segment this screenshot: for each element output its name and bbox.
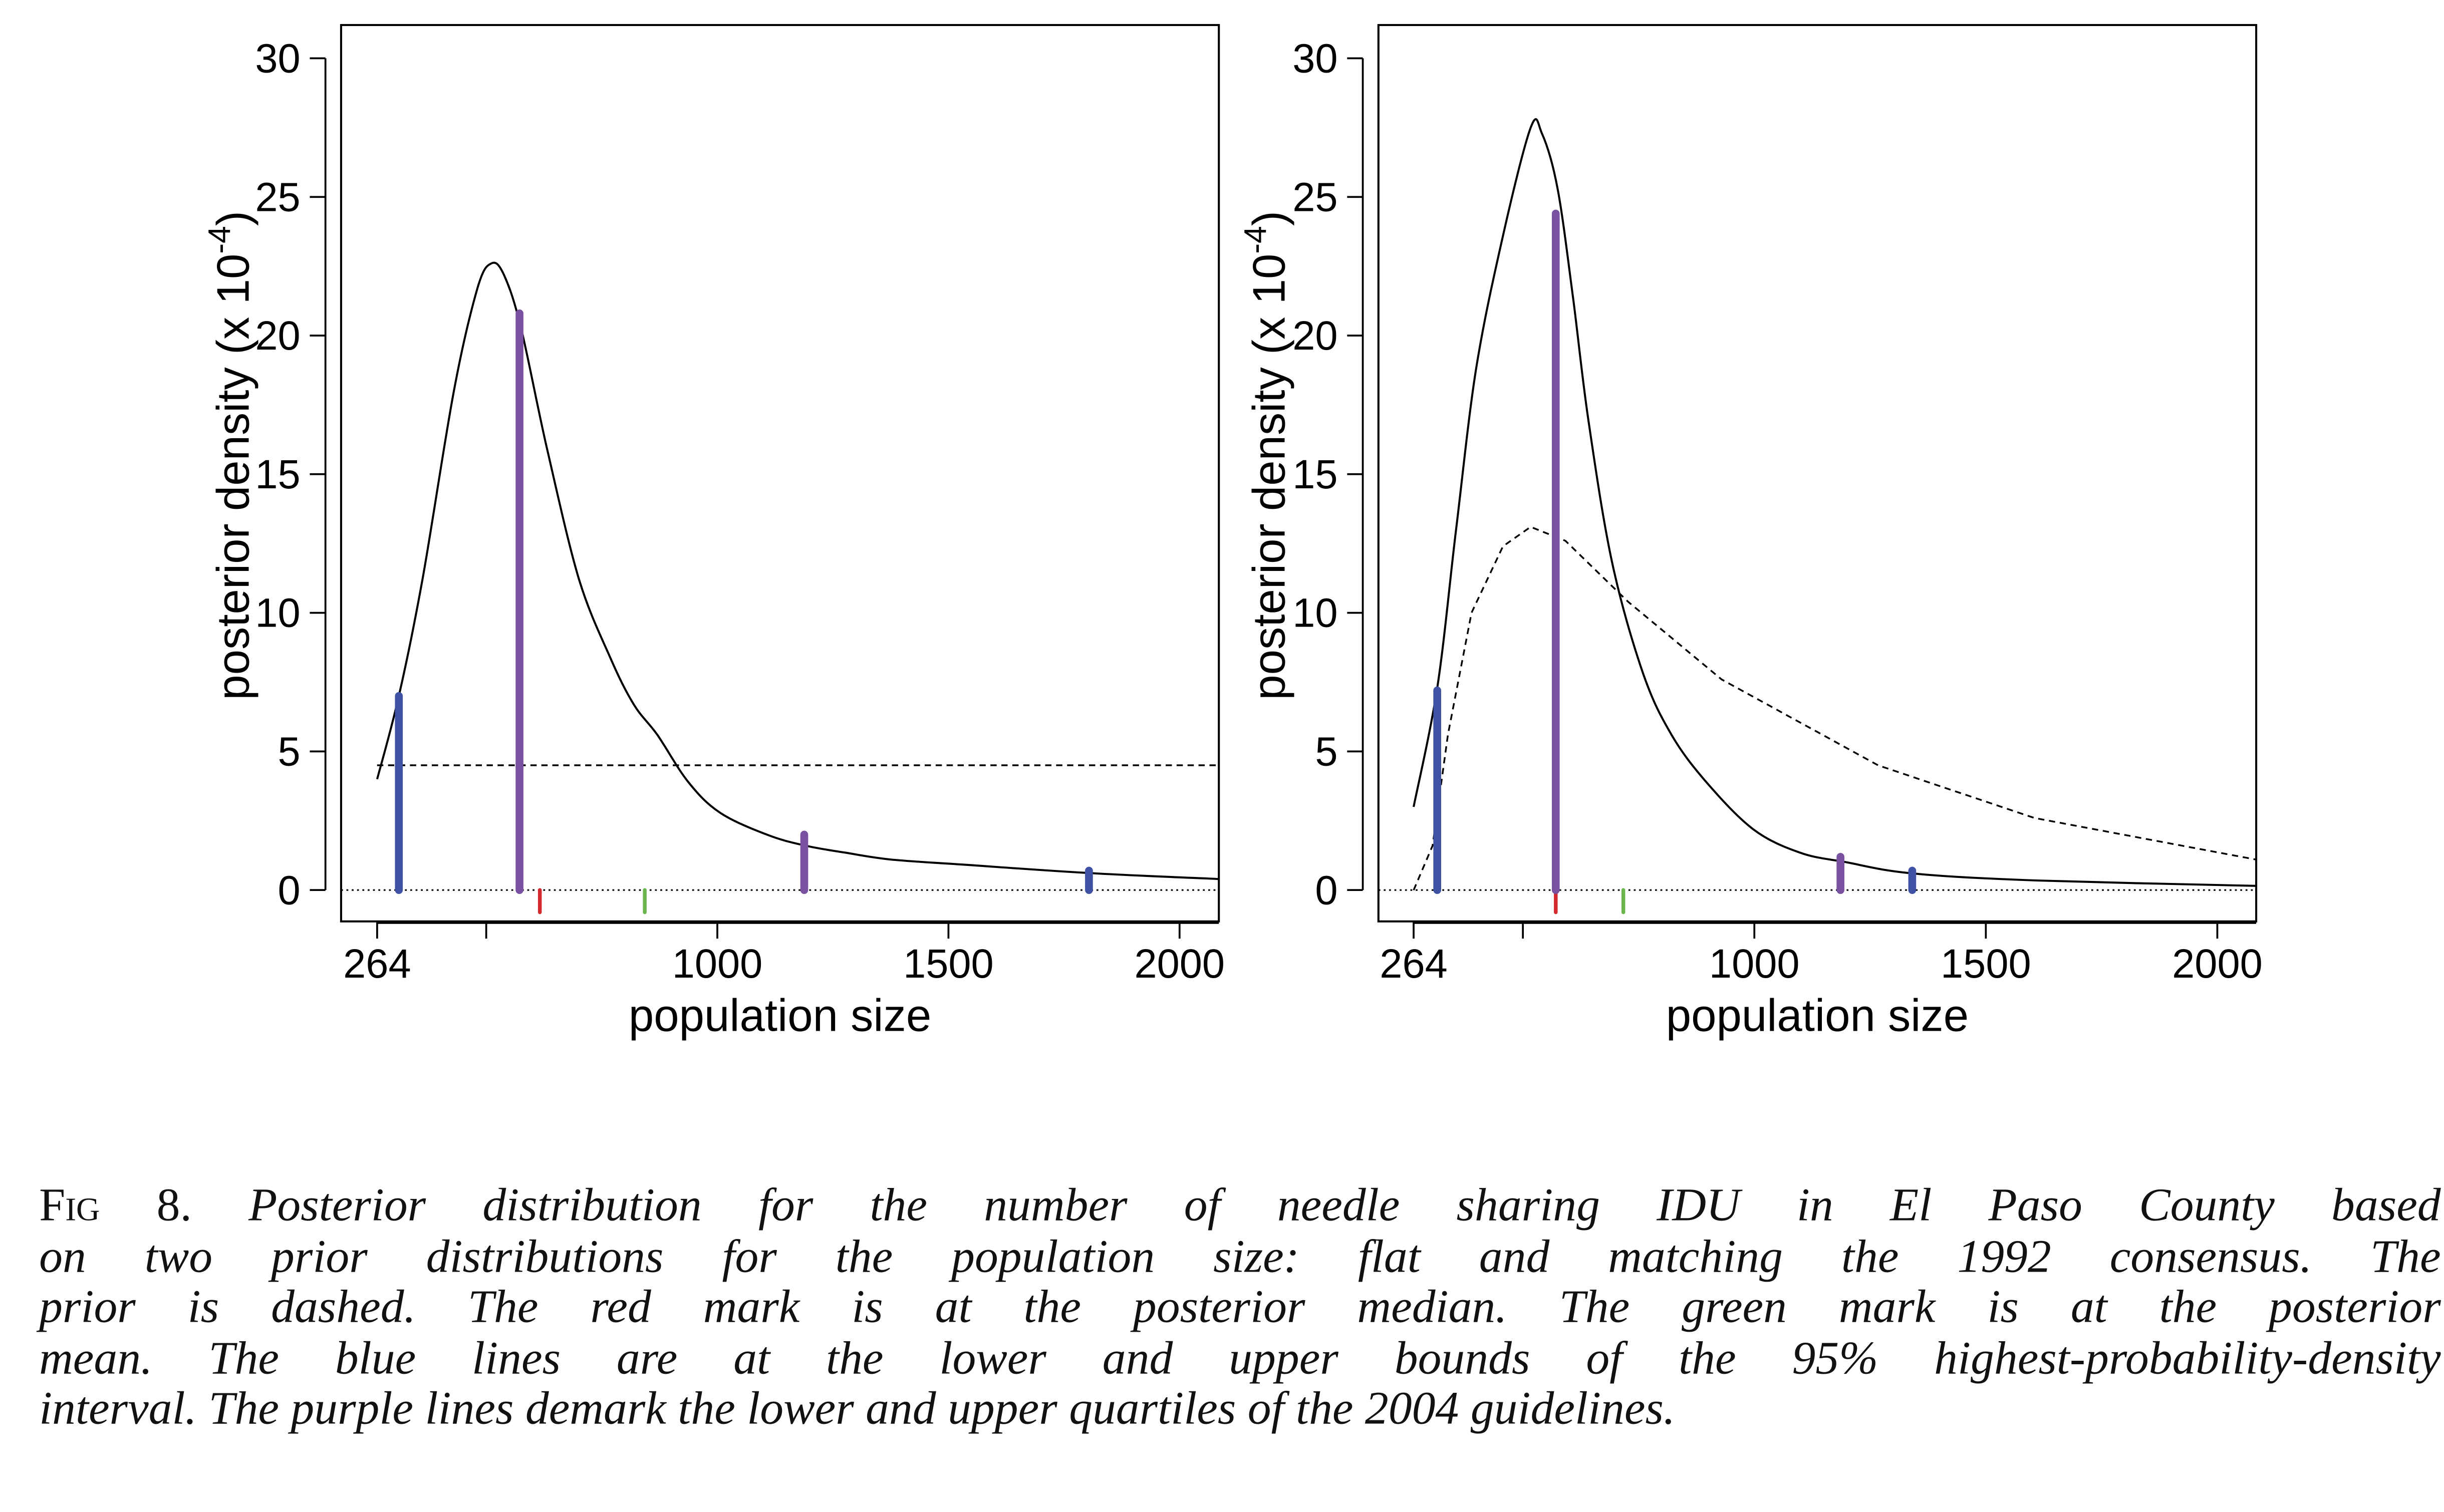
plot-frame xyxy=(340,24,1220,923)
posterior-density-curve xyxy=(376,261,1219,880)
x-axis-label: population size xyxy=(629,990,931,1041)
caption-line: on two prior distributions for the popul… xyxy=(39,1230,2441,1283)
y-tick-label: 30 xyxy=(255,36,300,82)
figure-charts: 0 5 10 15 20 25 30 264 1000 1500 2000 population si… xyxy=(202,24,2263,1041)
x-tick-label: 2000 xyxy=(2172,941,2263,987)
caption-line: Fig 8. Posterior distribution for the nu… xyxy=(39,1179,2441,1232)
x-axis-label: population size xyxy=(1666,990,1969,1041)
figure-label: Fig 8. xyxy=(39,1179,192,1232)
y-tick-label: 25 xyxy=(255,174,300,220)
y-axis-label: posterior density (x 10-4) xyxy=(202,211,258,700)
y-tick-label: 5 xyxy=(278,729,301,775)
chart-panel-left: 0 5 10 15 20 25 30 264 1000 1500 2000 population si… xyxy=(202,24,1225,1041)
x-tick-label: 264 xyxy=(343,941,411,987)
y-tick-label: 15 xyxy=(255,452,300,497)
x-tick-label: 1000 xyxy=(1709,941,1800,987)
y-tick-label: 10 xyxy=(1292,590,1337,636)
y-axis-label-text: posterior density (x 10 xyxy=(1244,254,1294,700)
caption-line: prior is dashed. The red mark is at the … xyxy=(39,1281,2441,1333)
caption-line: interval. The purple lines demark the lo… xyxy=(39,1383,1676,1435)
y-axis-label: posterior density (x 10-4) xyxy=(1238,211,1294,700)
y-axis-label-exponent: -4 xyxy=(1238,226,1273,254)
figure-caption: Fig 8. Posterior distribution for the nu… xyxy=(39,1179,2441,1436)
y-tick-label: 5 xyxy=(1315,729,1337,775)
y-axis-label-text: posterior density (x 10 xyxy=(208,254,259,700)
x-tick-label: 1000 xyxy=(672,941,763,987)
y-tick-label: 30 xyxy=(1292,36,1337,82)
x-tick-label: 264 xyxy=(1380,941,1447,987)
y-tick-label: 0 xyxy=(1315,867,1337,913)
caption-line: mean. The blue lines are at the lower an… xyxy=(39,1332,2441,1384)
y-tick-label: 25 xyxy=(1292,174,1337,220)
y-tick-label: 0 xyxy=(278,867,301,913)
y-tick-label: 20 xyxy=(255,313,300,359)
chart-panel-right: 0 5 10 15 20 25 30 264 1000 1500 2000 population si… xyxy=(1238,24,2263,1041)
prior-density-curve xyxy=(1413,526,2257,890)
x-tick-label: 1500 xyxy=(903,941,994,987)
plot-frame xyxy=(1377,24,2258,923)
y-tick-label: 10 xyxy=(255,590,300,636)
y-axis-label-exponent: -4 xyxy=(202,226,237,254)
y-tick-label: 20 xyxy=(1292,313,1337,359)
y-axis-label-close: ) xyxy=(1244,211,1294,226)
posterior-density-curve xyxy=(1413,118,2257,887)
y-tick-label: 15 xyxy=(1292,452,1337,497)
x-tick-label: 1500 xyxy=(1941,941,2031,987)
y-axis-label-close: ) xyxy=(208,211,259,226)
x-tick-label: 2000 xyxy=(1134,941,1225,987)
